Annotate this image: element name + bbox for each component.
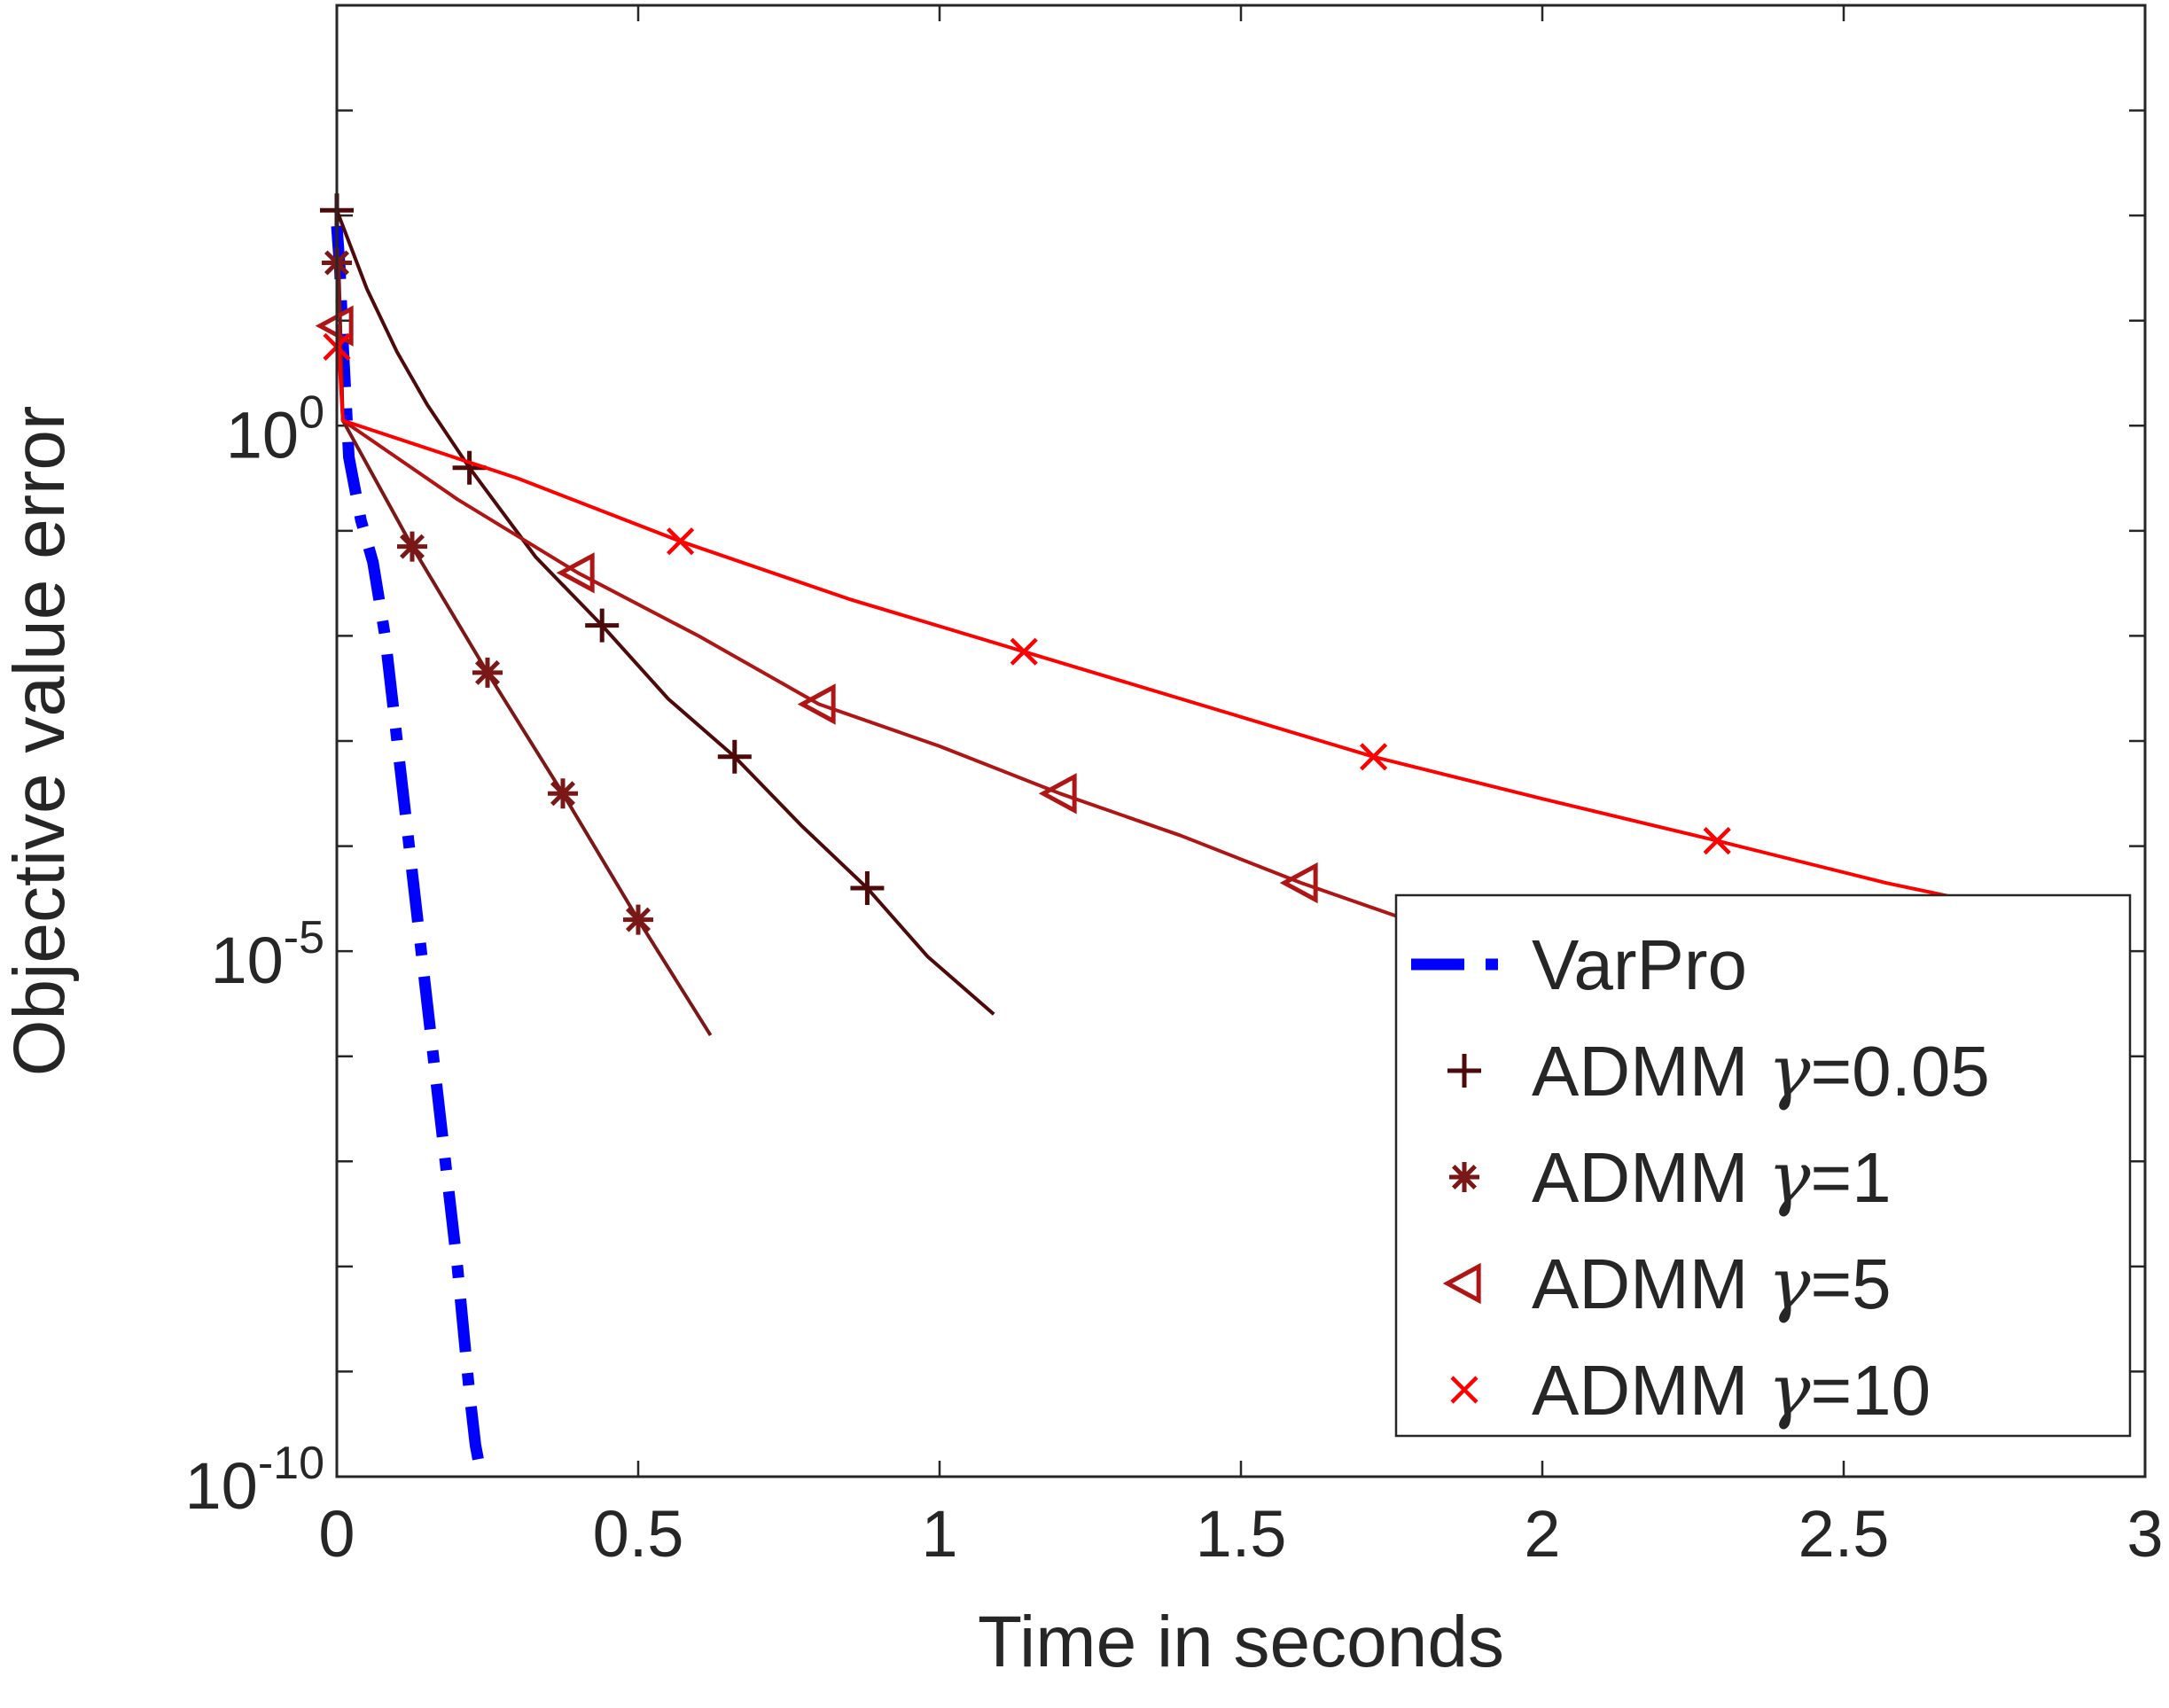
series-2-marker-4 — [623, 904, 653, 935]
legend-box — [1394, 893, 2132, 1438]
x-axis-label: Time in seconds — [978, 1602, 1504, 1682]
x-tick-label-6: 3 — [2126, 1497, 2163, 1571]
plot-frame — [335, 4, 2147, 1478]
x-tick-label-4: 2 — [1524, 1497, 1560, 1571]
series-1-marker-2 — [585, 608, 620, 643]
series-1-marker-3 — [717, 739, 752, 774]
series-line-0 — [331, 225, 488, 1478]
series-4-marker-3 — [1360, 743, 1388, 771]
x-tick-label-1: 0.5 — [593, 1497, 684, 1571]
series-3-marker-3 — [1038, 773, 1077, 815]
x-tick-labels: 0 0.5 1 1.5 2 2.5 3 — [318, 1497, 2163, 1571]
series-4 — [323, 332, 2062, 922]
x-tick-label-0: 0 — [318, 1497, 355, 1571]
y-tick-label-1: 10-5 — [210, 912, 324, 997]
legend-entry-0: VarPro — [1411, 925, 1747, 1004]
series-3-marker-1 — [556, 552, 595, 594]
legend-entry-1: ADMM γ=0.05 — [1447, 1030, 1990, 1112]
series-4-marker-1 — [667, 527, 695, 556]
legend-label-1: ADMM γ=0.05 — [1532, 1030, 1990, 1112]
legend-entry-3: ADMM γ=5 — [1442, 1243, 1892, 1325]
series-4-marker-4 — [1703, 827, 1731, 855]
series-1-marker-4 — [850, 871, 885, 905]
series-3-marker-2 — [797, 683, 836, 725]
legend-entry-2: ADMM γ=1 — [1449, 1136, 1892, 1219]
series-2-marker-3 — [548, 778, 578, 809]
legend-swatch-2 — [1449, 1162, 1479, 1192]
y-tick-labels: 100 10-5 10-10 — [185, 386, 324, 1523]
series-3-marker-4 — [1279, 862, 1318, 904]
axis-ticks — [335, 4, 2147, 1478]
y-tick-label-2: 10-10 — [185, 1438, 324, 1523]
legend-swatch-1 — [1447, 1054, 1481, 1088]
legend-label-4: ADMM γ=10 — [1532, 1349, 1931, 1431]
legend-entry-4: ADMM γ=10 — [1450, 1349, 1931, 1431]
legend-label-3: ADMM γ=5 — [1532, 1243, 1892, 1325]
y-axis-label: Objective value error — [0, 406, 80, 1077]
series-2-marker-1 — [397, 531, 427, 562]
x-tick-label-5: 2.5 — [1798, 1497, 1890, 1571]
legend: VarPro ADMM γ=0.05 ADMM γ=1 ADMM γ=5 ADMM γ=… — [1394, 893, 2132, 1438]
y-tick-label-0: 100 — [226, 386, 324, 472]
series-line-2 — [337, 261, 713, 1037]
series-1 — [320, 193, 995, 1016]
legend-swatch-4 — [1450, 1376, 1479, 1404]
series-0 — [331, 225, 488, 1478]
series-2-marker-2 — [472, 657, 503, 688]
series-4-marker-2 — [1010, 637, 1038, 666]
legend-entries: VarPro ADMM γ=0.05 ADMM γ=1 ADMM γ=5 ADMM γ=… — [1411, 925, 1990, 1431]
x-tick-label-3: 1.5 — [1196, 1497, 1287, 1571]
legend-label-2: ADMM γ=1 — [1532, 1136, 1892, 1219]
legend-label-0: VarPro — [1532, 925, 1747, 1004]
legend-swatch-3 — [1442, 1262, 1481, 1305]
x-tick-label-2: 1 — [921, 1497, 957, 1571]
